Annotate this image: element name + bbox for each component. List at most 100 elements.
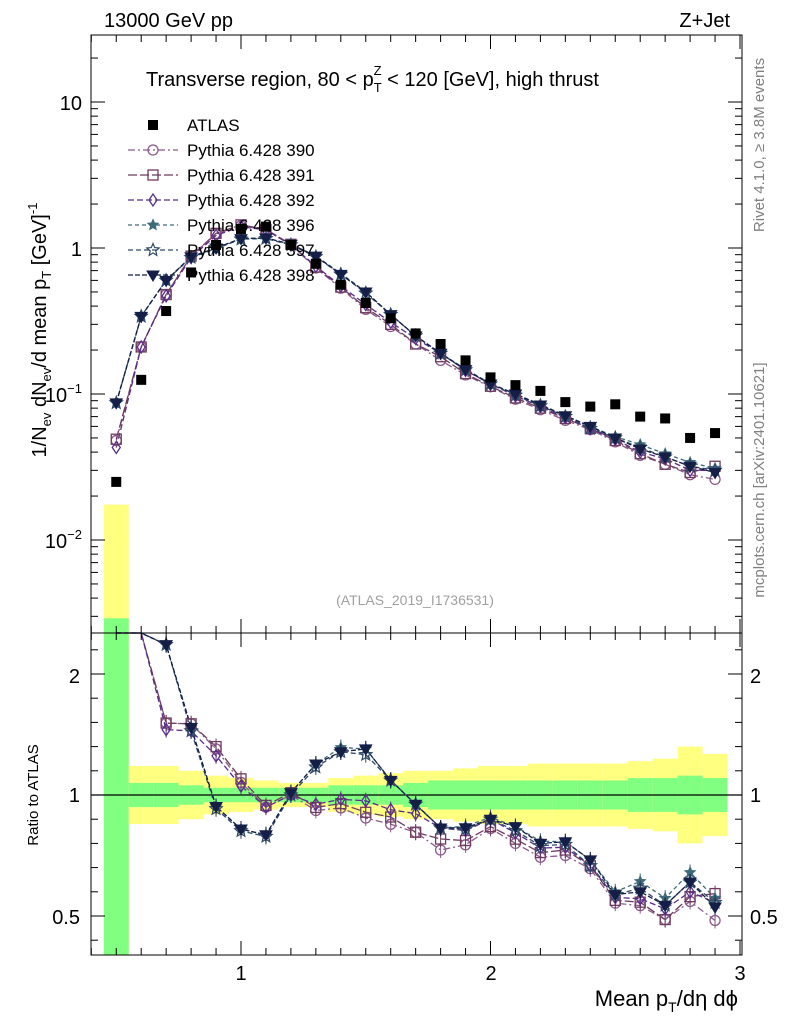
energy-label: 13000 GeV pp	[104, 10, 233, 32]
atlas-point	[136, 374, 147, 385]
mcplots-side-label: mcplots.cern.ch [arXiv:2401.10621]	[751, 362, 768, 597]
point-p398	[159, 275, 174, 288]
atlas-data-points	[111, 221, 721, 487]
band-green-bin	[103, 618, 129, 955]
atlas-point	[635, 411, 646, 422]
ratio-point-p398	[383, 775, 398, 788]
x-tick-label-3: 3	[734, 963, 745, 985]
point-p398	[358, 287, 373, 299]
atlas-point	[560, 397, 571, 408]
point-p398	[458, 365, 473, 377]
ratio-tick-label-left-1: 1	[69, 785, 80, 807]
ratio-point-p398	[708, 902, 722, 915]
atlas-point	[161, 306, 172, 317]
ratio-plot-frame	[90, 632, 743, 956]
legend-label-390: Pythia 6.428 390	[187, 141, 315, 160]
ratio-point-p392	[336, 792, 346, 807]
ratio-point-p398	[533, 838, 548, 851]
point-p398	[259, 233, 273, 246]
atlas-point	[111, 476, 122, 487]
point-p391	[110, 433, 122, 445]
ratio-y-axis-label: Ratio to ATLAS	[25, 744, 42, 845]
atlas-point	[435, 339, 446, 350]
axis-ticks	[90, 35, 742, 955]
axis-tick-labels: 1 2 3 10 1 10−1 10−2 2 1 0.5 2 1 0.5	[45, 93, 778, 985]
legend-marker-p391	[147, 169, 159, 181]
ratio-point-p398	[483, 814, 498, 827]
point-p398	[708, 467, 722, 480]
ratio-point-p392	[635, 891, 645, 906]
x-tick-label-1: 1	[235, 963, 246, 985]
atlas-point	[360, 298, 371, 309]
ratio-tick-label-left-2: 2	[69, 666, 80, 688]
ratio-point-p398	[408, 799, 423, 812]
ratio-tick-label-left-0.5: 0.5	[52, 907, 80, 929]
legend-label-397: Pythia 6.428 397	[187, 241, 315, 260]
legend-marker-p398	[146, 270, 160, 282]
ratio-point-p398	[683, 877, 697, 890]
ratio-point-p398	[184, 722, 198, 735]
legend-label-396: Pythia 6.428 396	[187, 216, 315, 235]
ratio-point-p392	[685, 884, 695, 899]
legend-label-392: Pythia 6.428 392	[187, 191, 315, 210]
ratio-point-p392	[385, 802, 396, 817]
legend-marker-p390	[147, 144, 159, 156]
atlas-point	[710, 428, 721, 439]
ratio-point-p398	[608, 890, 623, 902]
ratio-point-p398	[433, 823, 448, 835]
ratio-point-p398	[209, 802, 223, 814]
legend-label-391: Pythia 6.428 391	[187, 166, 315, 185]
ratio-point-p392	[410, 806, 421, 821]
point-p392	[136, 339, 146, 355]
x-tick-label-2: 2	[485, 963, 496, 985]
ratio-point-p398	[259, 830, 273, 842]
ratio-point-p398	[508, 822, 523, 834]
atlas-point	[510, 380, 521, 391]
point-p398	[433, 348, 448, 361]
series-line-p390	[115, 225, 716, 481]
atlas-point	[585, 401, 596, 412]
ratio-point-p398	[358, 744, 373, 756]
ratio-tick-label-right-2: 2	[750, 666, 761, 688]
x-axis-label: Mean pT/dη dϕ	[595, 986, 738, 1015]
main-series-lines	[115, 224, 716, 481]
ratio-tick-label-right-1: 1	[750, 785, 761, 807]
atlas-point	[285, 239, 296, 250]
ratio-point-p392	[211, 748, 221, 763]
point-p398	[184, 252, 198, 264]
point-p398	[608, 433, 623, 445]
ratio-point-p398	[234, 824, 248, 837]
point-p398	[558, 411, 573, 423]
atlas-point	[660, 413, 671, 424]
point-p398	[683, 461, 697, 474]
atlas-point	[335, 279, 346, 290]
rivet-side-label: Rivet 4.1.0, ≥ 3.8M events	[751, 58, 768, 232]
ratio-point-p392	[261, 799, 271, 815]
ratio-tick-label-right-0.5: 0.5	[750, 907, 778, 929]
point-p398	[583, 421, 598, 434]
atlas-point	[211, 239, 222, 250]
legend-marker-p397	[145, 241, 161, 257]
ratio-point-p398	[458, 823, 473, 835]
legend-label-atlas: ATLAS	[187, 116, 240, 135]
legend-marker-p392	[148, 192, 158, 208]
atlas-point	[385, 313, 396, 324]
atlas-point	[485, 372, 496, 383]
ratio-point-p398	[284, 788, 298, 800]
ratio-point-p392	[311, 797, 321, 812]
legend-marker-atlas	[148, 120, 158, 130]
analysis-id-label: (ATLAS_2019_I1736531)	[336, 592, 494, 608]
legend: ATLAS Pythia 6.428 390 Pythia 6.428 391 …	[128, 116, 315, 285]
ratio-series-markers	[158, 636, 723, 929]
ratio-point-p392	[161, 722, 171, 737]
ratio-point-p398	[633, 887, 648, 899]
ratio-point-p391	[409, 826, 422, 838]
point-p398	[633, 444, 648, 456]
point-p398	[234, 234, 248, 246]
point-p398	[109, 398, 124, 410]
point-p398	[333, 269, 348, 282]
ratio-point-p398	[308, 759, 323, 771]
ratio-point-p390	[709, 914, 721, 927]
atlas-point	[535, 385, 546, 396]
